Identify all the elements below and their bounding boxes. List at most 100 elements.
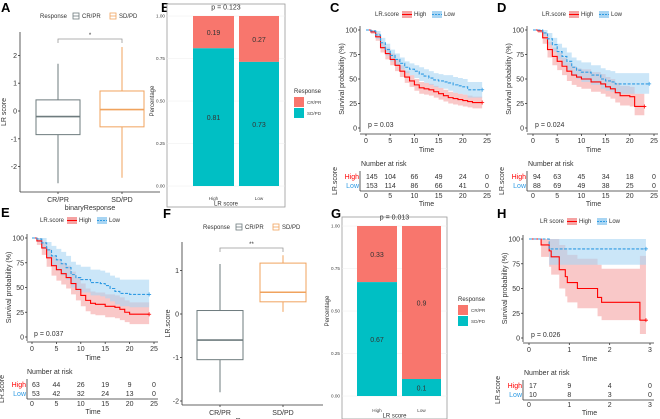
bar-value-label: 0.33 bbox=[370, 252, 384, 259]
y-axis-title: Percentage bbox=[325, 295, 331, 326]
box-CR/PR bbox=[196, 310, 244, 361]
p-value: p = 0.03 bbox=[368, 122, 394, 129]
x-tick-label: SD/PD bbox=[111, 197, 132, 204]
risk-x-tick-label: 10 bbox=[578, 193, 586, 200]
x-tick-label: 0 bbox=[30, 346, 34, 353]
legend-label: SD/PD bbox=[282, 225, 301, 231]
risk-count: 0 bbox=[652, 174, 656, 181]
y-tick-label: 25 bbox=[512, 311, 520, 318]
risk-x-axis-title: Time bbox=[586, 201, 601, 208]
risk-count: 44 bbox=[53, 382, 61, 389]
risk-x-tick-label: 0 bbox=[30, 401, 34, 408]
risk-row-label: High bbox=[508, 383, 523, 390]
y-tick-label: 0 bbox=[13, 109, 17, 116]
risk-table-title: Number at risk bbox=[361, 161, 407, 168]
risk-count: 9 bbox=[567, 383, 571, 390]
y-tick-label: 1 bbox=[175, 268, 179, 275]
risk-x-axis-title: Time bbox=[85, 409, 100, 416]
bar-segment-Low-CR/PR bbox=[239, 16, 279, 62]
risk-row-label: High bbox=[512, 174, 527, 181]
legend-title: LR.score bbox=[40, 218, 65, 224]
legend-label: High bbox=[414, 12, 426, 18]
x-tick-label: 20 bbox=[459, 138, 467, 145]
y-tick-label: 0 bbox=[20, 335, 24, 342]
risk-count: 63 bbox=[32, 382, 40, 389]
risk-count: 0 bbox=[152, 391, 156, 398]
significance-stars: ** bbox=[249, 242, 254, 248]
x-tick-label: SD/PD bbox=[272, 410, 293, 417]
y-tick-label: 75 bbox=[516, 52, 524, 59]
ci-band-Low bbox=[529, 239, 646, 265]
x-tick-label: 15 bbox=[602, 138, 610, 145]
risk-count: 9 bbox=[128, 382, 132, 389]
legend-label: SD/PD bbox=[307, 111, 322, 116]
ci-band-Low bbox=[533, 30, 650, 94]
y-tick-label: 25 bbox=[516, 101, 524, 108]
risk-y-axis-title: LR.score bbox=[495, 376, 502, 404]
risk-x-tick-label: 25 bbox=[150, 401, 158, 408]
risk-x-tick-label: 20 bbox=[126, 401, 134, 408]
risk-row-label: High bbox=[12, 382, 27, 389]
risk-x-tick-label: 15 bbox=[602, 193, 610, 200]
y-tick-label: 0.75 bbox=[331, 266, 340, 271]
risk-x-tick-label: 1 bbox=[567, 402, 571, 409]
survival-curve-Low bbox=[32, 237, 150, 295]
censor-mark bbox=[147, 312, 152, 317]
risk-y-axis-title: LR.score bbox=[499, 167, 506, 195]
x-axis-title: Time bbox=[586, 147, 601, 154]
x-tick-label: 25 bbox=[150, 346, 158, 353]
legend-label: CR/PR bbox=[471, 308, 486, 313]
risk-count: 0 bbox=[485, 174, 489, 181]
risk-count: 19 bbox=[101, 382, 109, 389]
x-tick-label: 0 bbox=[531, 138, 535, 145]
risk-row-label: Low bbox=[513, 183, 527, 190]
legend-label: High bbox=[581, 12, 593, 18]
y-tick-label: 0.00 bbox=[331, 394, 340, 399]
censor-mark bbox=[147, 292, 152, 297]
x-tick-label: 10 bbox=[77, 346, 85, 353]
panel-label: B bbox=[161, 0, 170, 15]
risk-count: 66 bbox=[435, 183, 443, 190]
panel-label: G bbox=[331, 206, 341, 221]
stacked-bar-panel-B: B 0.00 0.25 0.50 0.75 1.00 0.19 0.81 High 0.27 0.7… bbox=[150, 0, 322, 208]
panel-label: E bbox=[1, 205, 10, 220]
risk-count: 45 bbox=[578, 174, 586, 181]
risk-count: 153 bbox=[366, 183, 378, 190]
y-tick-label: 50 bbox=[512, 286, 520, 293]
y-tick-label: 0 bbox=[175, 312, 179, 319]
legend-title: Response bbox=[458, 297, 486, 303]
risk-count: 145 bbox=[366, 174, 378, 181]
legend-label: CR/PR bbox=[307, 100, 322, 105]
y-tick-label: 0.25 bbox=[156, 141, 165, 146]
risk-count: 0 bbox=[485, 183, 489, 190]
y-axis-title: Survival probability (%) bbox=[6, 252, 13, 324]
ci-band-Low bbox=[32, 238, 150, 308]
risk-count: 25 bbox=[626, 183, 634, 190]
survival-curve-High bbox=[533, 29, 645, 107]
risk-count: 26 bbox=[77, 382, 85, 389]
x-axis-title: Time bbox=[85, 355, 100, 362]
risk-y-axis-title: LR.score bbox=[332, 167, 339, 195]
risk-count: 0 bbox=[648, 392, 652, 399]
risk-count: 41 bbox=[459, 183, 467, 190]
stacked-bar-panel-G: G 0.00 0.25 0.50 0.75 1.00 0.33 0.67 High 0.9 0.1 L… bbox=[325, 206, 486, 419]
risk-x-tick-label: 2 bbox=[608, 402, 612, 409]
y-tick-label: 50 bbox=[349, 77, 357, 84]
risk-count: 0 bbox=[652, 183, 656, 190]
bar-segment-Low-SD/PD bbox=[239, 61, 279, 186]
panel-label: A bbox=[1, 0, 11, 15]
risk-count: 63 bbox=[553, 174, 561, 181]
risk-row-label: Low bbox=[509, 392, 523, 399]
x-axis-title: LR score bbox=[214, 202, 239, 208]
survival-curve-Low bbox=[366, 29, 483, 91]
x-axis-title: Time bbox=[419, 147, 434, 154]
y-tick-label: 75 bbox=[349, 52, 357, 59]
y-tick-label: 1.00 bbox=[331, 224, 340, 229]
y-tick-label: 1 bbox=[13, 81, 17, 88]
x-tick-label: 0 bbox=[527, 347, 531, 354]
legend-label: Low bbox=[109, 218, 121, 224]
panel-label: D bbox=[497, 0, 506, 15]
x-tick-label: 25 bbox=[483, 138, 491, 145]
panel-label: C bbox=[330, 0, 340, 15]
